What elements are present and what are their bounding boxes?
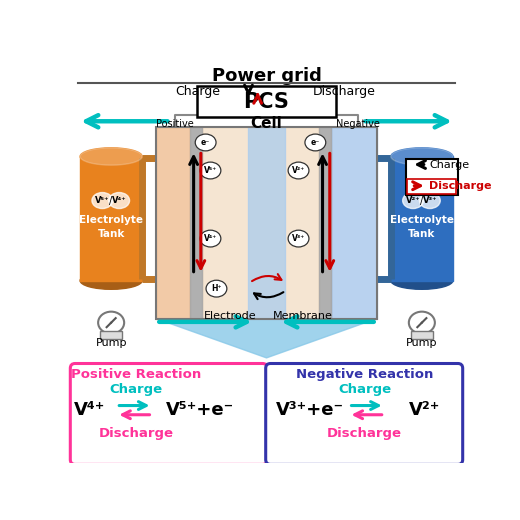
- Bar: [319, 127, 331, 319]
- Text: Electrolyte
Tank: Electrolyte Tank: [390, 215, 454, 239]
- Text: Positive Reaction: Positive Reaction: [71, 368, 201, 381]
- Bar: [406, 159, 458, 196]
- Text: Charge: Charge: [175, 85, 220, 98]
- Polygon shape: [202, 127, 319, 319]
- Ellipse shape: [80, 148, 142, 165]
- Text: e⁻: e⁻: [311, 138, 320, 147]
- Text: Positive: Positive: [157, 120, 194, 129]
- Ellipse shape: [200, 162, 221, 179]
- Text: Electrolyte
Tank: Electrolyte Tank: [79, 215, 143, 239]
- FancyBboxPatch shape: [197, 86, 336, 117]
- Bar: [411, 331, 433, 340]
- Ellipse shape: [80, 272, 142, 289]
- Bar: [408, 178, 456, 194]
- Ellipse shape: [206, 280, 227, 297]
- Text: Negative Reaction: Negative Reaction: [296, 368, 433, 381]
- Ellipse shape: [420, 192, 440, 209]
- Polygon shape: [331, 127, 376, 319]
- Ellipse shape: [288, 230, 309, 247]
- Ellipse shape: [402, 192, 423, 209]
- Ellipse shape: [305, 134, 326, 151]
- Text: V⁵⁺+e⁻: V⁵⁺+e⁻: [166, 401, 235, 419]
- Text: Discharge: Discharge: [327, 427, 402, 440]
- Bar: [249, 127, 284, 319]
- Ellipse shape: [109, 192, 129, 209]
- Text: V⁴⁺: V⁴⁺: [204, 234, 217, 243]
- Text: V²⁺: V²⁺: [409, 401, 440, 419]
- Text: V⁵⁺: V⁵⁺: [204, 166, 217, 175]
- Text: e⁻: e⁻: [201, 138, 210, 147]
- Text: Negative: Negative: [336, 120, 380, 129]
- Ellipse shape: [409, 311, 435, 334]
- Bar: [190, 127, 202, 319]
- Text: Cell: Cell: [251, 116, 282, 131]
- Ellipse shape: [98, 311, 124, 334]
- Text: V³⁺+e⁻: V³⁺+e⁻: [276, 401, 344, 419]
- Ellipse shape: [195, 134, 216, 151]
- FancyBboxPatch shape: [70, 363, 267, 464]
- Text: V²⁺: V²⁺: [292, 166, 305, 175]
- FancyBboxPatch shape: [266, 363, 463, 464]
- Text: Discharge: Discharge: [99, 427, 174, 440]
- Text: V⁴⁺: V⁴⁺: [74, 401, 105, 419]
- Text: V⁴⁺: V⁴⁺: [112, 196, 126, 205]
- Text: V³⁺: V³⁺: [423, 196, 437, 205]
- Text: Charge: Charge: [110, 383, 163, 396]
- Ellipse shape: [288, 162, 309, 179]
- Text: Pump: Pump: [95, 339, 127, 348]
- Text: /: /: [420, 196, 423, 205]
- Text: Electrode: Electrode: [204, 311, 257, 321]
- Ellipse shape: [92, 192, 113, 209]
- Ellipse shape: [200, 230, 221, 247]
- Text: Pump: Pump: [406, 339, 438, 348]
- Ellipse shape: [391, 272, 453, 289]
- Text: Charge: Charge: [338, 383, 391, 396]
- Ellipse shape: [391, 148, 453, 165]
- Polygon shape: [157, 127, 190, 319]
- Text: /: /: [109, 196, 112, 205]
- Text: H⁺: H⁺: [211, 284, 222, 293]
- Polygon shape: [157, 319, 376, 358]
- Text: V³⁺: V³⁺: [292, 234, 305, 243]
- Text: Discharge: Discharge: [313, 85, 375, 98]
- Bar: [100, 331, 122, 340]
- Text: Power grid: Power grid: [212, 67, 321, 85]
- Bar: [391, 157, 453, 281]
- Text: PCS: PCS: [243, 92, 290, 112]
- Bar: [80, 157, 142, 281]
- Ellipse shape: [80, 148, 142, 165]
- Text: Discharge: Discharge: [429, 181, 491, 191]
- Text: Charge: Charge: [429, 160, 469, 170]
- Text: Membrane: Membrane: [272, 311, 332, 321]
- Text: V⁵⁺: V⁵⁺: [95, 196, 110, 205]
- Text: V²⁺: V²⁺: [406, 196, 420, 205]
- Ellipse shape: [391, 148, 453, 165]
